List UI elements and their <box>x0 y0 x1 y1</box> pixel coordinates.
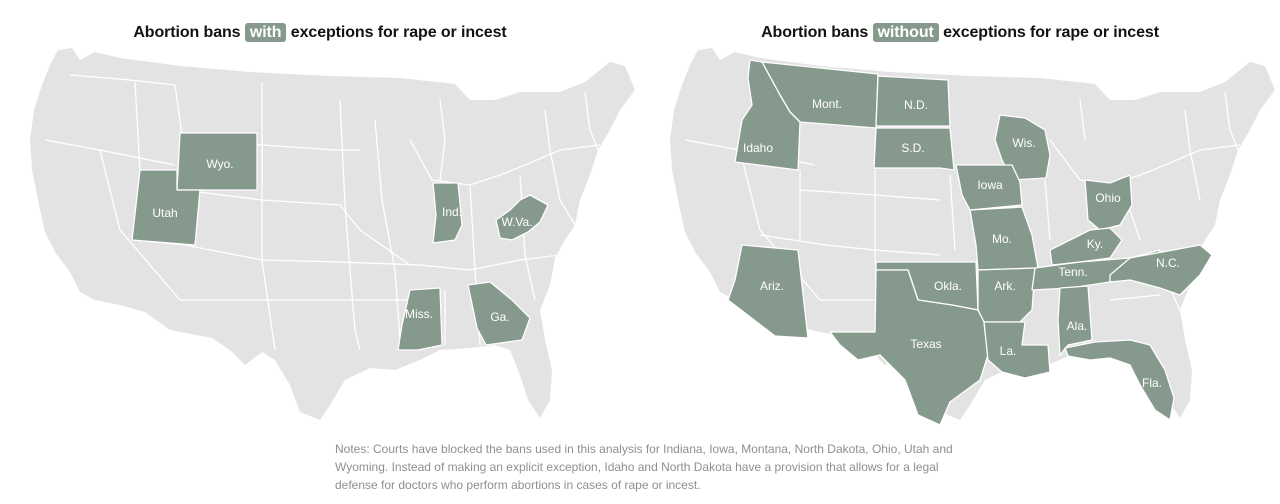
map-title-highlight: with <box>244 23 287 42</box>
state-label: Ind. <box>442 205 462 219</box>
state-label: Miss. <box>405 307 433 321</box>
state-wyoming <box>176 132 258 191</box>
map-title: Abortion bans with exceptions for rape o… <box>0 23 640 42</box>
state-west-virginia <box>495 194 549 241</box>
state-label: Utah <box>152 206 177 220</box>
state-label: Wyo. <box>206 157 233 171</box>
state-south-dakota <box>873 127 955 171</box>
state-label: Fla. <box>1142 376 1162 390</box>
ban-states-without-exceptions <box>727 59 1213 426</box>
state-florida <box>1064 339 1175 421</box>
state-label: Ariz. <box>760 279 784 293</box>
state-labels-without-exceptions: Mont. N.D. Idaho S.D. Wis. Iowa Ohio Mo.… <box>743 97 1180 390</box>
state-label: La. <box>1000 344 1017 358</box>
state-label: Ark. <box>994 279 1015 293</box>
state-label: Ga. <box>490 310 509 324</box>
ban-states-with-exceptions <box>131 132 549 351</box>
map-title-suffix: exceptions for rape or incest <box>290 24 507 41</box>
state-north-dakota <box>875 75 951 127</box>
state-iowa <box>955 164 1023 211</box>
map-title-suffix: exceptions for rape or incest <box>943 24 1159 41</box>
state-indiana <box>432 182 463 244</box>
state-label: Ky. <box>1087 237 1103 251</box>
map-without-exceptions: Mont. N.D. Idaho S.D. Wis. Iowa Ohio Mo.… <box>640 0 1280 430</box>
map-with-exceptions: Wyo. Utah Ind. W.Va. Miss. Ga. Abortion … <box>0 0 640 430</box>
state-label: Ohio <box>1095 191 1121 205</box>
us-map-without-exceptions: Mont. N.D. Idaho S.D. Wis. Iowa Ohio Mo.… <box>670 48 1275 426</box>
notes: Notes: Courts have blocked the bans used… <box>335 442 953 492</box>
state-label: Ala. <box>1067 319 1088 333</box>
state-label: W.Va. <box>501 215 532 229</box>
state-label: Mont. <box>812 97 842 111</box>
state-label: Wis. <box>1012 136 1035 150</box>
us-map-with-exceptions: Wyo. Utah Ind. W.Va. Miss. Ga. <box>30 48 635 420</box>
state-louisiana <box>983 321 1051 379</box>
map-title-highlight: without <box>872 23 939 42</box>
state-north-carolina <box>1109 244 1213 296</box>
state-label: Texas <box>910 337 941 351</box>
state-arizona <box>727 244 809 339</box>
map-title-prefix: Abortion bans <box>761 24 869 41</box>
state-label: Iowa <box>977 178 1003 192</box>
state-idaho <box>734 59 801 171</box>
state-label: Mo. <box>992 232 1012 246</box>
state-arkansas <box>977 267 1036 323</box>
state-mississippi <box>397 287 443 351</box>
state-label: Okla. <box>934 279 962 293</box>
us-landmass <box>30 48 635 420</box>
map-title-prefix: Abortion bans <box>133 24 241 41</box>
state-label: S.D. <box>901 141 924 155</box>
state-georgia <box>467 281 531 346</box>
map-title: Abortion bans without exceptions for rap… <box>640 23 1280 42</box>
state-texas <box>829 269 989 426</box>
state-label: Idaho <box>743 141 773 155</box>
state-labels-with-exceptions: Wyo. Utah Ind. W.Va. Miss. Ga. <box>152 157 532 324</box>
state-alabama <box>1057 285 1093 356</box>
state-ohio <box>1084 174 1133 231</box>
state-wisconsin <box>994 114 1051 181</box>
state-label: N.D. <box>904 98 928 112</box>
state-utah <box>131 169 201 246</box>
state-label: Tenn. <box>1058 265 1087 279</box>
state-label: N.C. <box>1156 256 1180 270</box>
